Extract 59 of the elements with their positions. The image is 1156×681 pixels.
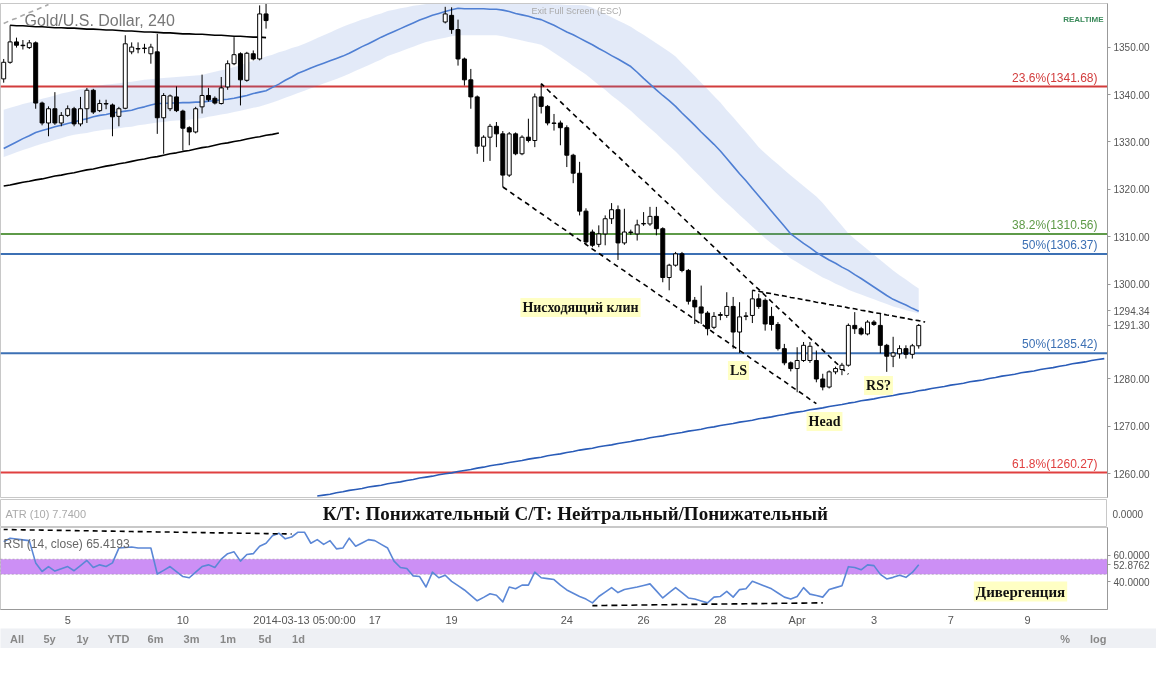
chart-title: К/Т: Понижательный С/Т: Нейтральный/Понижательный (322, 503, 829, 524)
text: % (1060, 632, 1071, 645)
candlestick (468, 68, 474, 110)
annotation: Head (808, 414, 841, 429)
annotation: REALTIME (1063, 15, 1105, 24)
x-tick-label: 7 (947, 613, 954, 626)
x-tick-label: 26 (637, 613, 650, 626)
text: 1y (76, 632, 90, 645)
annotation: Нисходящий клин (522, 300, 639, 315)
ref-line-label: 50%(1306.37) (1022, 237, 1098, 252)
text: YTD (107, 632, 130, 645)
text: 3m (183, 632, 200, 645)
annotation: LS (729, 363, 748, 378)
y-tick-label: 1330.00 (1113, 136, 1151, 148)
text: 6m (147, 632, 164, 645)
text: log (1090, 632, 1107, 645)
candlestick (218, 76, 224, 105)
annotation: Дивергенция (975, 583, 1066, 600)
x-tick-label: 3 (870, 613, 878, 626)
y-tick-label: 1310.00 (1113, 231, 1151, 243)
x-tick-label: 17 (368, 613, 381, 626)
text: All (10, 632, 25, 645)
y-tick-label: 1294.34 (1113, 305, 1151, 317)
text: 0.0000 (1112, 508, 1144, 520)
ref-line-label: 38.2%(1310.56) (1012, 218, 1098, 233)
x-tick-label: 5 (64, 613, 71, 626)
ref-line-label: 61.8%(1260.27) (1012, 456, 1098, 471)
candlestick (1, 58, 7, 84)
y-tick-label: 1350.00 (1113, 42, 1151, 54)
text: ATR (10) 7.7400 (5, 507, 87, 520)
y-tick-label: 1291.30 (1113, 320, 1151, 332)
y-tick-label: 40.0000 (1113, 576, 1151, 588)
text: 1d (292, 632, 305, 645)
text: 5y (43, 632, 57, 645)
text: 1m (220, 632, 237, 645)
y-tick-label: 1300.00 (1113, 279, 1151, 291)
x-tick-label: 2014-03-13 05:00:00 (253, 613, 356, 626)
y-tick-label: 1340.00 (1113, 89, 1151, 101)
annotation: RS? (866, 378, 891, 393)
candlestick (634, 219, 640, 242)
text: Gold/U.S. Dollar, 240 (24, 12, 175, 29)
y-tick-label: 1270.00 (1113, 421, 1151, 433)
x-tick-label: 10 (176, 613, 189, 626)
y-tick-label: 52.8762 (1113, 559, 1151, 571)
x-tick-label: 28 (714, 613, 727, 626)
y-tick-label: 60.0000 (1113, 550, 1151, 562)
ref-line-label: 23.6%(1341.68) (1012, 70, 1098, 85)
x-tick-label: Apr (788, 613, 807, 626)
x-tick-label: 19 (445, 613, 458, 626)
ref-line-label: 50%(1285.42) (1022, 337, 1098, 352)
y-tick-label: 1320.00 (1113, 184, 1151, 196)
line-series (316, 357, 1106, 497)
y-tick-label: 1260.00 (1113, 468, 1151, 480)
y-tick-label: 1280.00 (1113, 373, 1151, 385)
candlestick (698, 285, 704, 325)
annotation: Exit Full Screen (ESC) (531, 5, 622, 16)
x-tick-label: 24 (560, 613, 573, 626)
text: 5d (258, 632, 272, 645)
x-tick-label: 9 (1024, 613, 1031, 626)
